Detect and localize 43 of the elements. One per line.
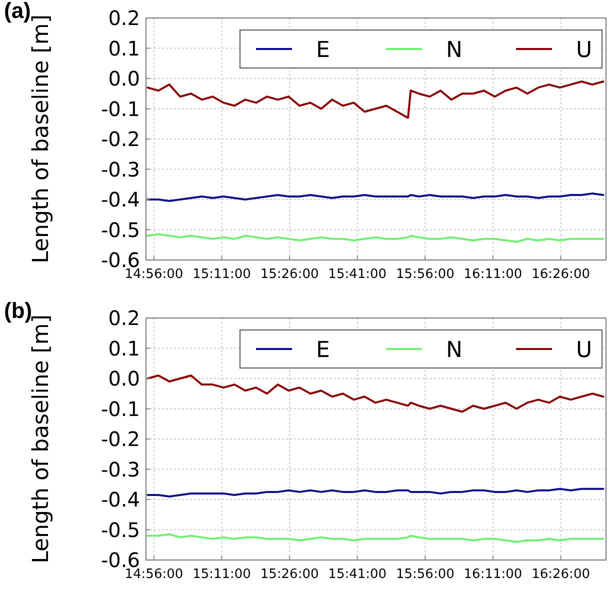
chart-title: (a) xyxy=(4,0,31,23)
x-tick-label: 16:11:00 xyxy=(464,567,522,582)
x-tick-label: 15:26:00 xyxy=(260,567,319,582)
legend-label: N xyxy=(446,338,462,363)
y-tick-label: -0.5 xyxy=(100,218,140,242)
y-tick-label: -0.3 xyxy=(100,157,140,182)
x-tick-label: 15:11:00 xyxy=(192,567,251,582)
y-tick-label: 0.2 xyxy=(108,306,140,330)
x-tick-label: 15:26:00 xyxy=(260,267,319,282)
x-tick-label: 16:26:00 xyxy=(532,267,590,282)
y-tick-label: -0.4 xyxy=(100,488,140,512)
y-tick-label: 0.0 xyxy=(108,66,140,91)
legend-label: N xyxy=(446,38,462,63)
x-tick-label: 16:11:00 xyxy=(464,267,522,282)
legend-label: E xyxy=(316,338,330,363)
y-tick-label: -0.3 xyxy=(100,457,140,482)
legend-label: U xyxy=(576,38,592,63)
line-series xyxy=(146,374,604,413)
y-tick-label: -0.1 xyxy=(100,396,140,421)
y-tick-label: 0.1 xyxy=(108,336,140,360)
line-series xyxy=(146,80,604,119)
line-series xyxy=(146,488,604,498)
x-tick-label: 15:41:00 xyxy=(328,567,387,582)
y-tick-label: -0.1 xyxy=(100,96,140,121)
legend-label: E xyxy=(316,38,330,63)
chart-title: (b) xyxy=(4,298,32,323)
line-series xyxy=(146,233,604,243)
x-tick-label: 15:56:00 xyxy=(396,267,454,282)
x-tick-label: 15:41:00 xyxy=(328,267,387,282)
x-tick-label: 15:56:00 xyxy=(396,567,454,582)
line-series xyxy=(146,533,604,543)
legend-label: U xyxy=(576,338,592,363)
y-tick-label: 0.0 xyxy=(108,366,140,391)
y-tick-label: -0.4 xyxy=(100,188,140,212)
x-tick-label: 16:26:00 xyxy=(532,567,590,582)
y-tick-label: -0.2 xyxy=(100,427,140,452)
y-axis-title: Length of baseline [m] xyxy=(29,14,54,264)
x-tick-label: 15:11:00 xyxy=(192,267,251,282)
y-tick-label: -0.2 xyxy=(100,127,140,152)
y-tick-label: -0.5 xyxy=(100,518,140,542)
line-series xyxy=(146,192,604,202)
y-tick-label: 0.1 xyxy=(108,36,140,60)
y-tick-label: 0.2 xyxy=(108,6,140,30)
